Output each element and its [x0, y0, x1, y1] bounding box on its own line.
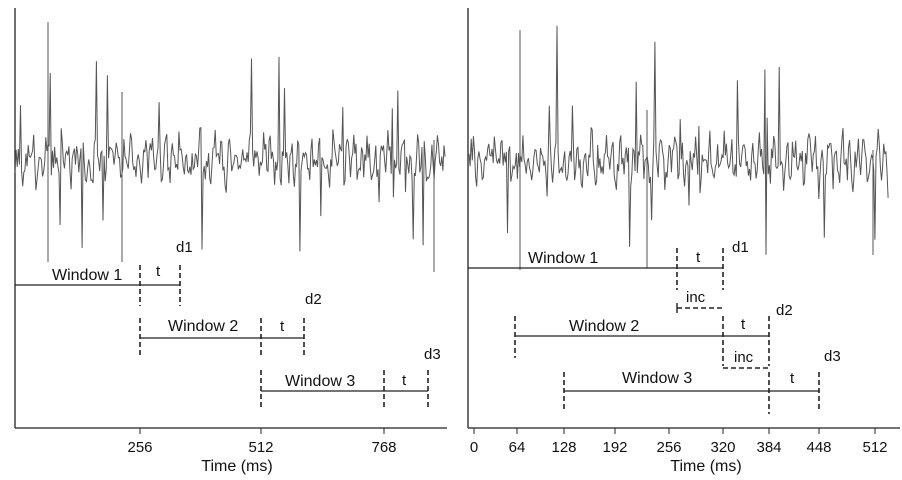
window-3-label: Window 3	[285, 373, 355, 390]
window-3-t-label: t	[790, 370, 795, 387]
tick-label-64: 64	[509, 439, 526, 456]
window-2-label: Window 2	[168, 318, 238, 335]
window-1-d-label: d1	[176, 239, 193, 256]
tick-label-448: 448	[806, 439, 831, 456]
left-x-axis-title: Time (ms)	[201, 458, 272, 475]
tick-label-192: 192	[602, 439, 627, 456]
right-eeg-signal	[468, 25, 889, 270]
left-panel: 256 512 768 Time (ms) Window 1 t d1 Wind…	[14, 8, 447, 475]
window-1-label: Window 1	[528, 250, 598, 267]
right-increment-1: inc	[676, 289, 723, 313]
left-window-1: Window 1 t d1	[15, 239, 193, 306]
increment-1-label: inc	[686, 289, 706, 306]
window-3-d-label: d3	[824, 348, 841, 365]
window-3-d-label: d3	[424, 346, 441, 363]
window-2-d-label: d2	[305, 291, 322, 308]
tick-label-0: 0	[470, 439, 478, 456]
window-2-t-label: t	[280, 318, 285, 335]
tick-label-512: 512	[862, 439, 887, 456]
right-window-2: Window 2 t d2	[514, 302, 793, 366]
right-panel: 0 64 128 192 256 320 384 448 512 Time (m…	[467, 8, 900, 475]
tick-label-384: 384	[756, 439, 781, 456]
tick-label-512: 512	[248, 439, 273, 456]
window-1-t-label: t	[696, 249, 701, 266]
tick-label-256: 256	[127, 439, 152, 456]
window-2-t-label: t	[741, 316, 746, 333]
right-increment-2: inc	[723, 349, 769, 369]
window-2-label: Window 2	[569, 318, 639, 335]
window-3-t-label: t	[402, 372, 407, 389]
increment-2-label: inc	[734, 349, 754, 366]
right-window-3: Window 3 t d3	[563, 348, 841, 414]
right-window-1: Window 1 t d1	[468, 239, 749, 290]
right-x-axis-title: Time (ms)	[670, 458, 741, 475]
tick-label-768: 768	[371, 439, 396, 456]
left-window-2: Window 2 t d2	[139, 291, 322, 358]
window-2-d-label: d2	[776, 302, 793, 319]
tick-label-256: 256	[656, 439, 681, 456]
window-1-label: Window 1	[52, 267, 122, 284]
window-1-d-label: d1	[732, 239, 749, 256]
window-3-label: Window 3	[622, 370, 692, 387]
tick-label-128: 128	[551, 439, 576, 456]
window-1-t-label: t	[156, 263, 161, 280]
tick-label-320: 320	[710, 439, 735, 456]
left-window-3: Window 3 t d3	[260, 346, 441, 410]
left-eeg-signal	[14, 22, 446, 272]
